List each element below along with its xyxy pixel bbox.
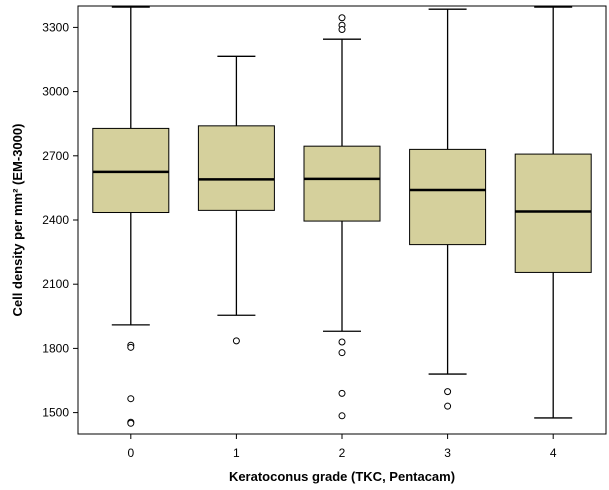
outlier-point xyxy=(338,412,346,420)
outlier-point xyxy=(232,337,240,345)
outlier-point xyxy=(127,343,135,351)
outlier-point xyxy=(127,419,135,427)
x-tick-label: 2 xyxy=(339,446,346,460)
y-tick-label: 3300 xyxy=(42,20,69,34)
box-group-grade-1 xyxy=(197,55,275,345)
y-tick-label: 2400 xyxy=(42,213,69,227)
box-group-grade-4 xyxy=(514,6,592,419)
iqr-box xyxy=(409,148,487,246)
x-axis-ticks: 0 1 2 3 4 xyxy=(127,434,557,460)
iqr-box xyxy=(197,125,275,211)
y-tick-label: 3000 xyxy=(42,85,69,99)
box-group-grade-2 xyxy=(303,14,381,420)
x-axis-title: Keratoconus grade (TKC, Pentacam) xyxy=(229,469,455,484)
outlier-point xyxy=(127,395,135,403)
outlier-point xyxy=(338,389,346,397)
outlier-point xyxy=(338,338,346,346)
iqr-box xyxy=(514,153,592,273)
iqr-box xyxy=(92,127,170,214)
y-tick-label: 1500 xyxy=(42,406,69,420)
outlier-point xyxy=(338,26,346,34)
box-group-grade-3 xyxy=(409,8,487,410)
boxes-group xyxy=(92,6,592,427)
y-axis-title: Cell density per mm² (EM-3000) xyxy=(10,124,25,317)
y-tick-label: 2700 xyxy=(42,149,69,163)
outlier-point xyxy=(338,14,346,22)
y-axis-ticks: 1500 1800 2100 2400 2700 3000 3300 xyxy=(42,20,78,420)
y-tick-label: 1800 xyxy=(42,341,69,355)
x-tick-label: 3 xyxy=(444,446,451,460)
outlier-point xyxy=(444,388,452,396)
x-tick-label: 1 xyxy=(233,446,240,460)
outlier-point xyxy=(444,402,452,410)
y-tick-label: 2100 xyxy=(42,277,69,291)
x-tick-label: 4 xyxy=(550,446,557,460)
x-tick-label: 0 xyxy=(127,446,134,460)
iqr-box xyxy=(303,145,381,222)
outlier-point xyxy=(338,349,346,357)
box-group-grade-0 xyxy=(92,6,170,427)
